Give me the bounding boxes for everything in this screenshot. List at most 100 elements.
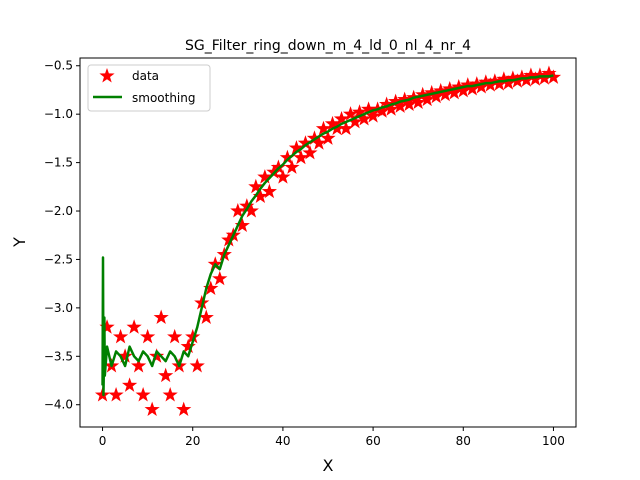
data-point xyxy=(99,319,115,334)
data-point xyxy=(257,169,273,184)
data-point xyxy=(523,67,539,82)
legend-box xyxy=(87,64,211,112)
y-tick-label: −2.0 xyxy=(44,204,73,218)
data-point xyxy=(212,270,228,286)
legend: data smoothing xyxy=(87,64,211,112)
data-point xyxy=(356,111,372,126)
data-point xyxy=(347,113,363,129)
data-point xyxy=(234,217,250,233)
data-point xyxy=(239,198,255,213)
data-point xyxy=(351,104,368,119)
data-point xyxy=(491,76,507,91)
data-point xyxy=(469,76,485,91)
smoothing-line xyxy=(101,74,554,397)
y-tick-label: −1.0 xyxy=(44,107,73,121)
data-point xyxy=(496,71,512,86)
data-point xyxy=(500,75,516,90)
x-tick-label: 0 xyxy=(99,434,107,448)
data-point xyxy=(158,367,174,383)
data-point xyxy=(270,159,287,174)
data-point xyxy=(532,67,548,82)
data-point xyxy=(478,74,494,89)
data-point xyxy=(473,79,489,94)
data-point xyxy=(198,309,214,325)
data-point xyxy=(410,94,426,110)
x-axis-ticks: 0 20 40 60 80 100 xyxy=(99,427,565,448)
data-point xyxy=(315,120,332,136)
legend-data-label: data xyxy=(132,69,159,83)
data-point xyxy=(442,80,458,96)
data-point xyxy=(464,80,480,96)
data-layer xyxy=(94,65,562,417)
data-point xyxy=(275,169,291,184)
data-point xyxy=(333,111,350,126)
data-point xyxy=(185,328,201,344)
data-point xyxy=(203,280,219,295)
data-point xyxy=(144,401,160,417)
data-point xyxy=(180,338,196,354)
data-point xyxy=(324,115,341,131)
x-tick-label: 100 xyxy=(542,434,565,448)
data-point xyxy=(383,101,399,116)
data-point xyxy=(460,77,476,92)
data-point xyxy=(140,328,156,344)
data-point xyxy=(311,135,327,150)
data-point xyxy=(284,159,300,174)
data-point xyxy=(162,387,178,402)
data-point xyxy=(379,96,395,111)
data-point xyxy=(320,130,336,145)
data-point xyxy=(541,65,557,80)
x-axis-label: X xyxy=(323,456,334,475)
x-tick-label: 80 xyxy=(456,434,471,448)
data-point xyxy=(428,88,444,104)
y-tick-label: −3.5 xyxy=(44,349,73,363)
legend-smoothing-label: smoothing xyxy=(132,91,196,105)
data-point xyxy=(189,357,205,373)
data-point xyxy=(293,149,309,165)
data-point xyxy=(153,309,169,325)
data-point xyxy=(446,84,462,100)
data-point xyxy=(437,86,453,102)
data-point xyxy=(221,232,237,247)
data-point xyxy=(135,387,151,402)
data-point xyxy=(194,295,210,310)
data-point xyxy=(243,203,259,218)
data-point xyxy=(112,328,129,344)
y-tick-label: −3.0 xyxy=(44,301,73,315)
data-point xyxy=(415,86,431,102)
axes-frame xyxy=(79,57,577,428)
data-point xyxy=(505,70,521,85)
data-point xyxy=(338,120,354,136)
data-point xyxy=(248,178,264,194)
x-tick-label: 40 xyxy=(275,434,290,448)
data-point xyxy=(424,84,440,100)
y-axis-label: Y xyxy=(10,237,29,248)
data-point xyxy=(487,73,503,88)
data-point xyxy=(433,82,449,98)
data-point xyxy=(397,91,413,107)
x-tick-label: 20 xyxy=(185,434,200,448)
data-point xyxy=(297,135,314,150)
data-point xyxy=(388,93,404,109)
y-tick-label: −2.5 xyxy=(44,252,73,266)
data-point xyxy=(279,149,296,165)
data-point xyxy=(252,188,268,203)
data-point xyxy=(360,101,377,116)
data-point xyxy=(342,106,359,121)
data-point xyxy=(230,203,246,218)
y-tick-label: −4.0 xyxy=(44,398,73,412)
data-point xyxy=(131,357,147,373)
plot-area xyxy=(79,57,577,428)
chart-title: SG_Filter_ring_down_m_4_ld_0_nl_4_nr_4 xyxy=(185,38,471,54)
x-tick-label: 60 xyxy=(365,434,380,448)
legend-data-marker xyxy=(99,68,115,83)
data-point xyxy=(514,69,530,84)
data-point xyxy=(126,319,142,334)
data-point xyxy=(121,377,138,392)
y-tick-label: −0.5 xyxy=(44,59,73,73)
data-point xyxy=(302,144,318,160)
data-point xyxy=(288,140,305,155)
y-axis-ticks: −4.0 −3.5 −3.0 −2.5 −2.0 −1.5 −1.0 −0.5 xyxy=(44,59,80,412)
data-point xyxy=(261,183,277,199)
